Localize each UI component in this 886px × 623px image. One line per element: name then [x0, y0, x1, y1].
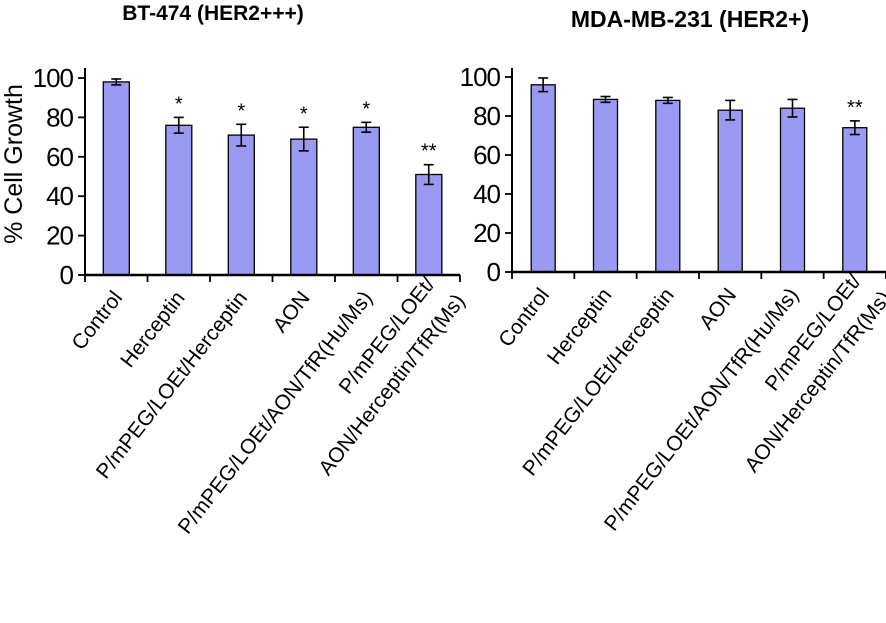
bar	[227, 134, 255, 276]
y-tick-label: 80	[473, 101, 500, 131]
significance-marker: **	[847, 97, 863, 119]
chart-title-mda-mb-231: MDA-MB-231 (HER2+)	[570, 6, 810, 32]
y-tick-label: 20	[473, 218, 500, 248]
y-tick-label: 0	[60, 260, 74, 290]
category-label: AON	[269, 287, 315, 337]
bar	[352, 126, 380, 276]
significance-marker: *	[300, 103, 308, 125]
significance-marker: *	[362, 98, 370, 120]
bar	[415, 173, 443, 276]
bar	[779, 107, 806, 273]
category-label: AON	[695, 284, 741, 334]
y-tick-label: 60	[473, 140, 500, 170]
y-tick-label: 20	[46, 221, 73, 251]
category-label: Control	[494, 284, 554, 352]
y-tick-label: 60	[46, 142, 73, 172]
bar	[165, 124, 193, 276]
bar	[655, 99, 681, 273]
chart-title-bt474: BT-474 (HER2+++)	[122, 2, 304, 25]
y-tick-label: 40	[473, 179, 500, 209]
bar	[102, 81, 130, 276]
y-tick-label: 100	[460, 62, 501, 92]
significance-marker: *	[237, 100, 245, 122]
bar	[530, 84, 556, 273]
y-tick-label: 0	[487, 257, 501, 287]
bar	[290, 138, 318, 276]
significance-marker: *	[175, 93, 183, 115]
significance-marker: **	[421, 141, 437, 163]
category-label: Control	[67, 287, 127, 355]
y-tick-label: 100	[33, 63, 74, 93]
bar	[842, 127, 868, 273]
bar	[717, 109, 743, 273]
y-tick-label: 80	[46, 102, 73, 132]
y-tick-label: 40	[46, 181, 73, 211]
bar	[592, 98, 619, 273]
